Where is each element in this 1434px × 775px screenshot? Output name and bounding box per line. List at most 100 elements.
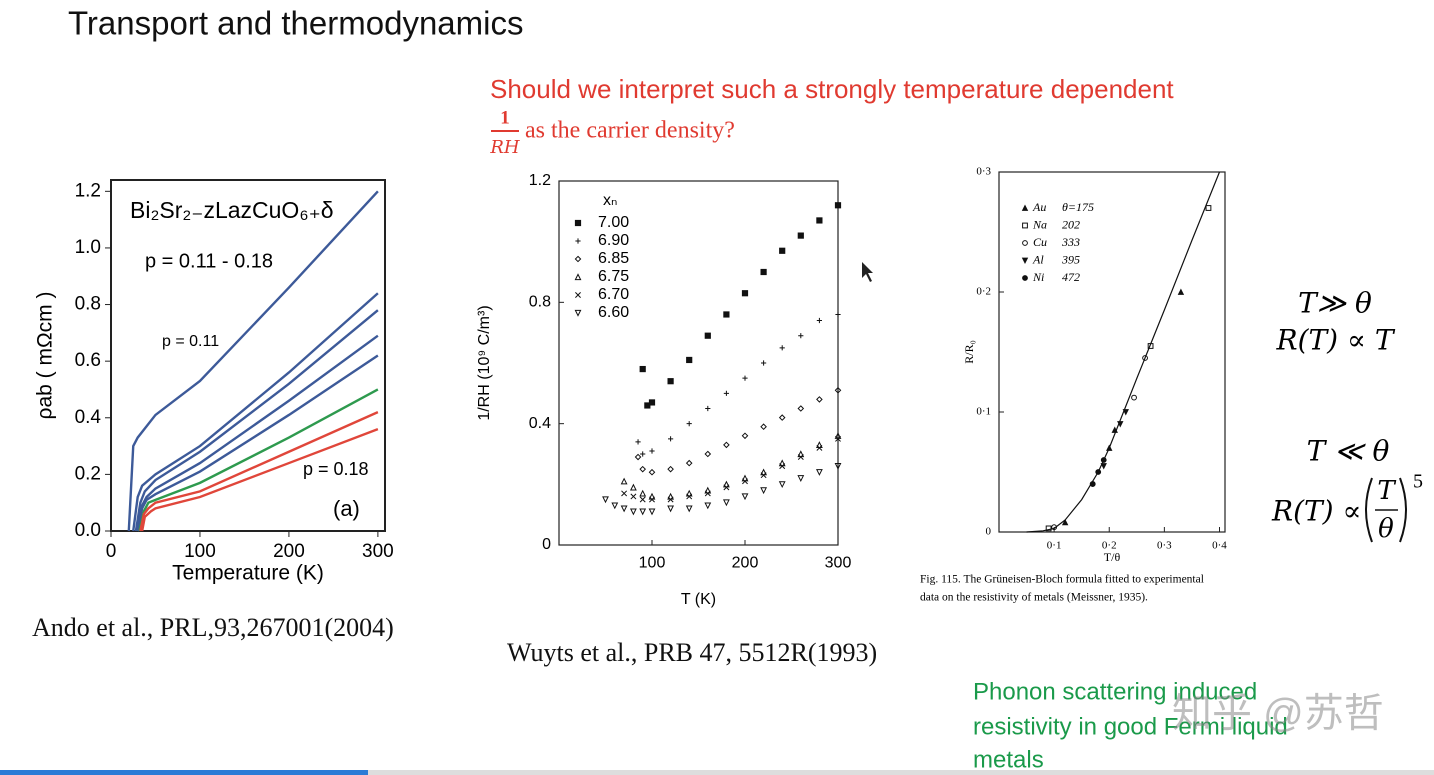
line (134, 309, 379, 532)
marker (816, 317, 822, 324)
marker (1111, 426, 1118, 433)
marker (779, 345, 785, 351)
y-tick-label: 0 (542, 536, 551, 553)
x-tick-label: 300 (825, 555, 852, 572)
marker (778, 481, 786, 489)
parenthesis (1365, 477, 1407, 543)
legend-theta: 472 (1062, 270, 1080, 284)
y-tick-label: 0.8 (529, 294, 551, 311)
marker (1142, 355, 1148, 361)
plot-frame (558, 180, 839, 546)
marker (1147, 343, 1154, 349)
question: Should we interpret such a strongly temp… (490, 74, 1174, 104)
x-tick-label: 0 (106, 541, 117, 562)
marker (620, 505, 628, 513)
progress-bar (0, 770, 368, 775)
marker (602, 496, 609, 504)
marker (797, 405, 805, 412)
y-tick-label: 0.4 (75, 407, 102, 428)
marker (1022, 240, 1028, 246)
x-tick-label: 200 (732, 555, 759, 572)
marker (630, 493, 637, 500)
x-tick-label: 0·1 (1047, 539, 1062, 551)
marker (629, 508, 637, 516)
marker (760, 268, 767, 276)
line (136, 354, 379, 532)
y-tick-label: 0.4 (529, 415, 551, 432)
marker (620, 477, 628, 485)
marker (1021, 204, 1029, 211)
legend-label: Al (1032, 252, 1044, 266)
line (132, 292, 379, 532)
marker (667, 465, 674, 473)
marker (778, 414, 786, 421)
marker (686, 421, 692, 427)
marker (742, 478, 748, 485)
marker (575, 292, 581, 298)
marker (574, 273, 582, 281)
legend-label: Cu (1033, 235, 1047, 249)
marker (686, 356, 693, 364)
marker (760, 423, 767, 431)
marker (723, 484, 730, 491)
marker (667, 505, 675, 513)
marker (635, 439, 641, 445)
marker (704, 490, 711, 497)
x-tick-label: 100 (639, 555, 666, 572)
marker (704, 502, 712, 510)
y-tick-label: 1.2 (75, 180, 101, 201)
marker (685, 505, 693, 513)
legend-label: 6.75 (598, 268, 629, 285)
formula-exponent: 5 (1413, 471, 1423, 493)
marker (834, 202, 842, 209)
line (138, 388, 379, 532)
question: as the carrier density? (525, 118, 735, 144)
marker (1100, 463, 1107, 470)
legend-label: Au (1032, 200, 1046, 214)
line (140, 427, 379, 532)
y-tick-label: 0·2 (976, 286, 991, 298)
marker (574, 219, 582, 227)
fraction-denominator: RH (489, 137, 520, 158)
marker (1045, 525, 1052, 532)
marker (1095, 469, 1102, 475)
marker (668, 436, 674, 442)
marker (815, 469, 823, 476)
marker (723, 311, 730, 318)
marker (704, 332, 711, 339)
line (127, 190, 379, 532)
progress-track (0, 770, 1434, 775)
x-tick-label: 200 (273, 541, 305, 562)
marker (761, 360, 767, 366)
x-tick-label: 100 (184, 541, 216, 562)
marker (797, 475, 805, 482)
marker (760, 472, 767, 479)
marker (611, 502, 619, 510)
marker (742, 375, 748, 381)
x-tick-label: 0·4 (1212, 539, 1227, 551)
marker (621, 490, 628, 497)
marker (760, 487, 768, 495)
marker (574, 309, 582, 317)
marker (639, 465, 647, 473)
formula-numerator: T (1377, 476, 1396, 506)
marker (1205, 205, 1212, 211)
marker (816, 444, 823, 451)
formula: R(T) ∝ (1271, 495, 1361, 528)
plot-frame (110, 179, 386, 532)
plot-frame (998, 171, 1226, 533)
x-axis-label: T (K) (681, 591, 716, 608)
marker (686, 493, 693, 500)
marker (639, 496, 646, 503)
marker (629, 483, 637, 491)
annotation: p = 0.11 - 0.18 (145, 250, 273, 272)
legend-theta: 333 (1061, 235, 1080, 249)
marker (639, 365, 646, 373)
slide-title: Transport and thermodynamics (68, 5, 523, 42)
y-axis-label: 1/RH (10⁹ C/m³) (476, 305, 493, 420)
y-axis-label: R/R₀ (962, 340, 976, 364)
marker (639, 489, 647, 497)
marker (723, 441, 730, 449)
legend-label: 7.00 (598, 214, 629, 231)
marker (741, 290, 749, 297)
